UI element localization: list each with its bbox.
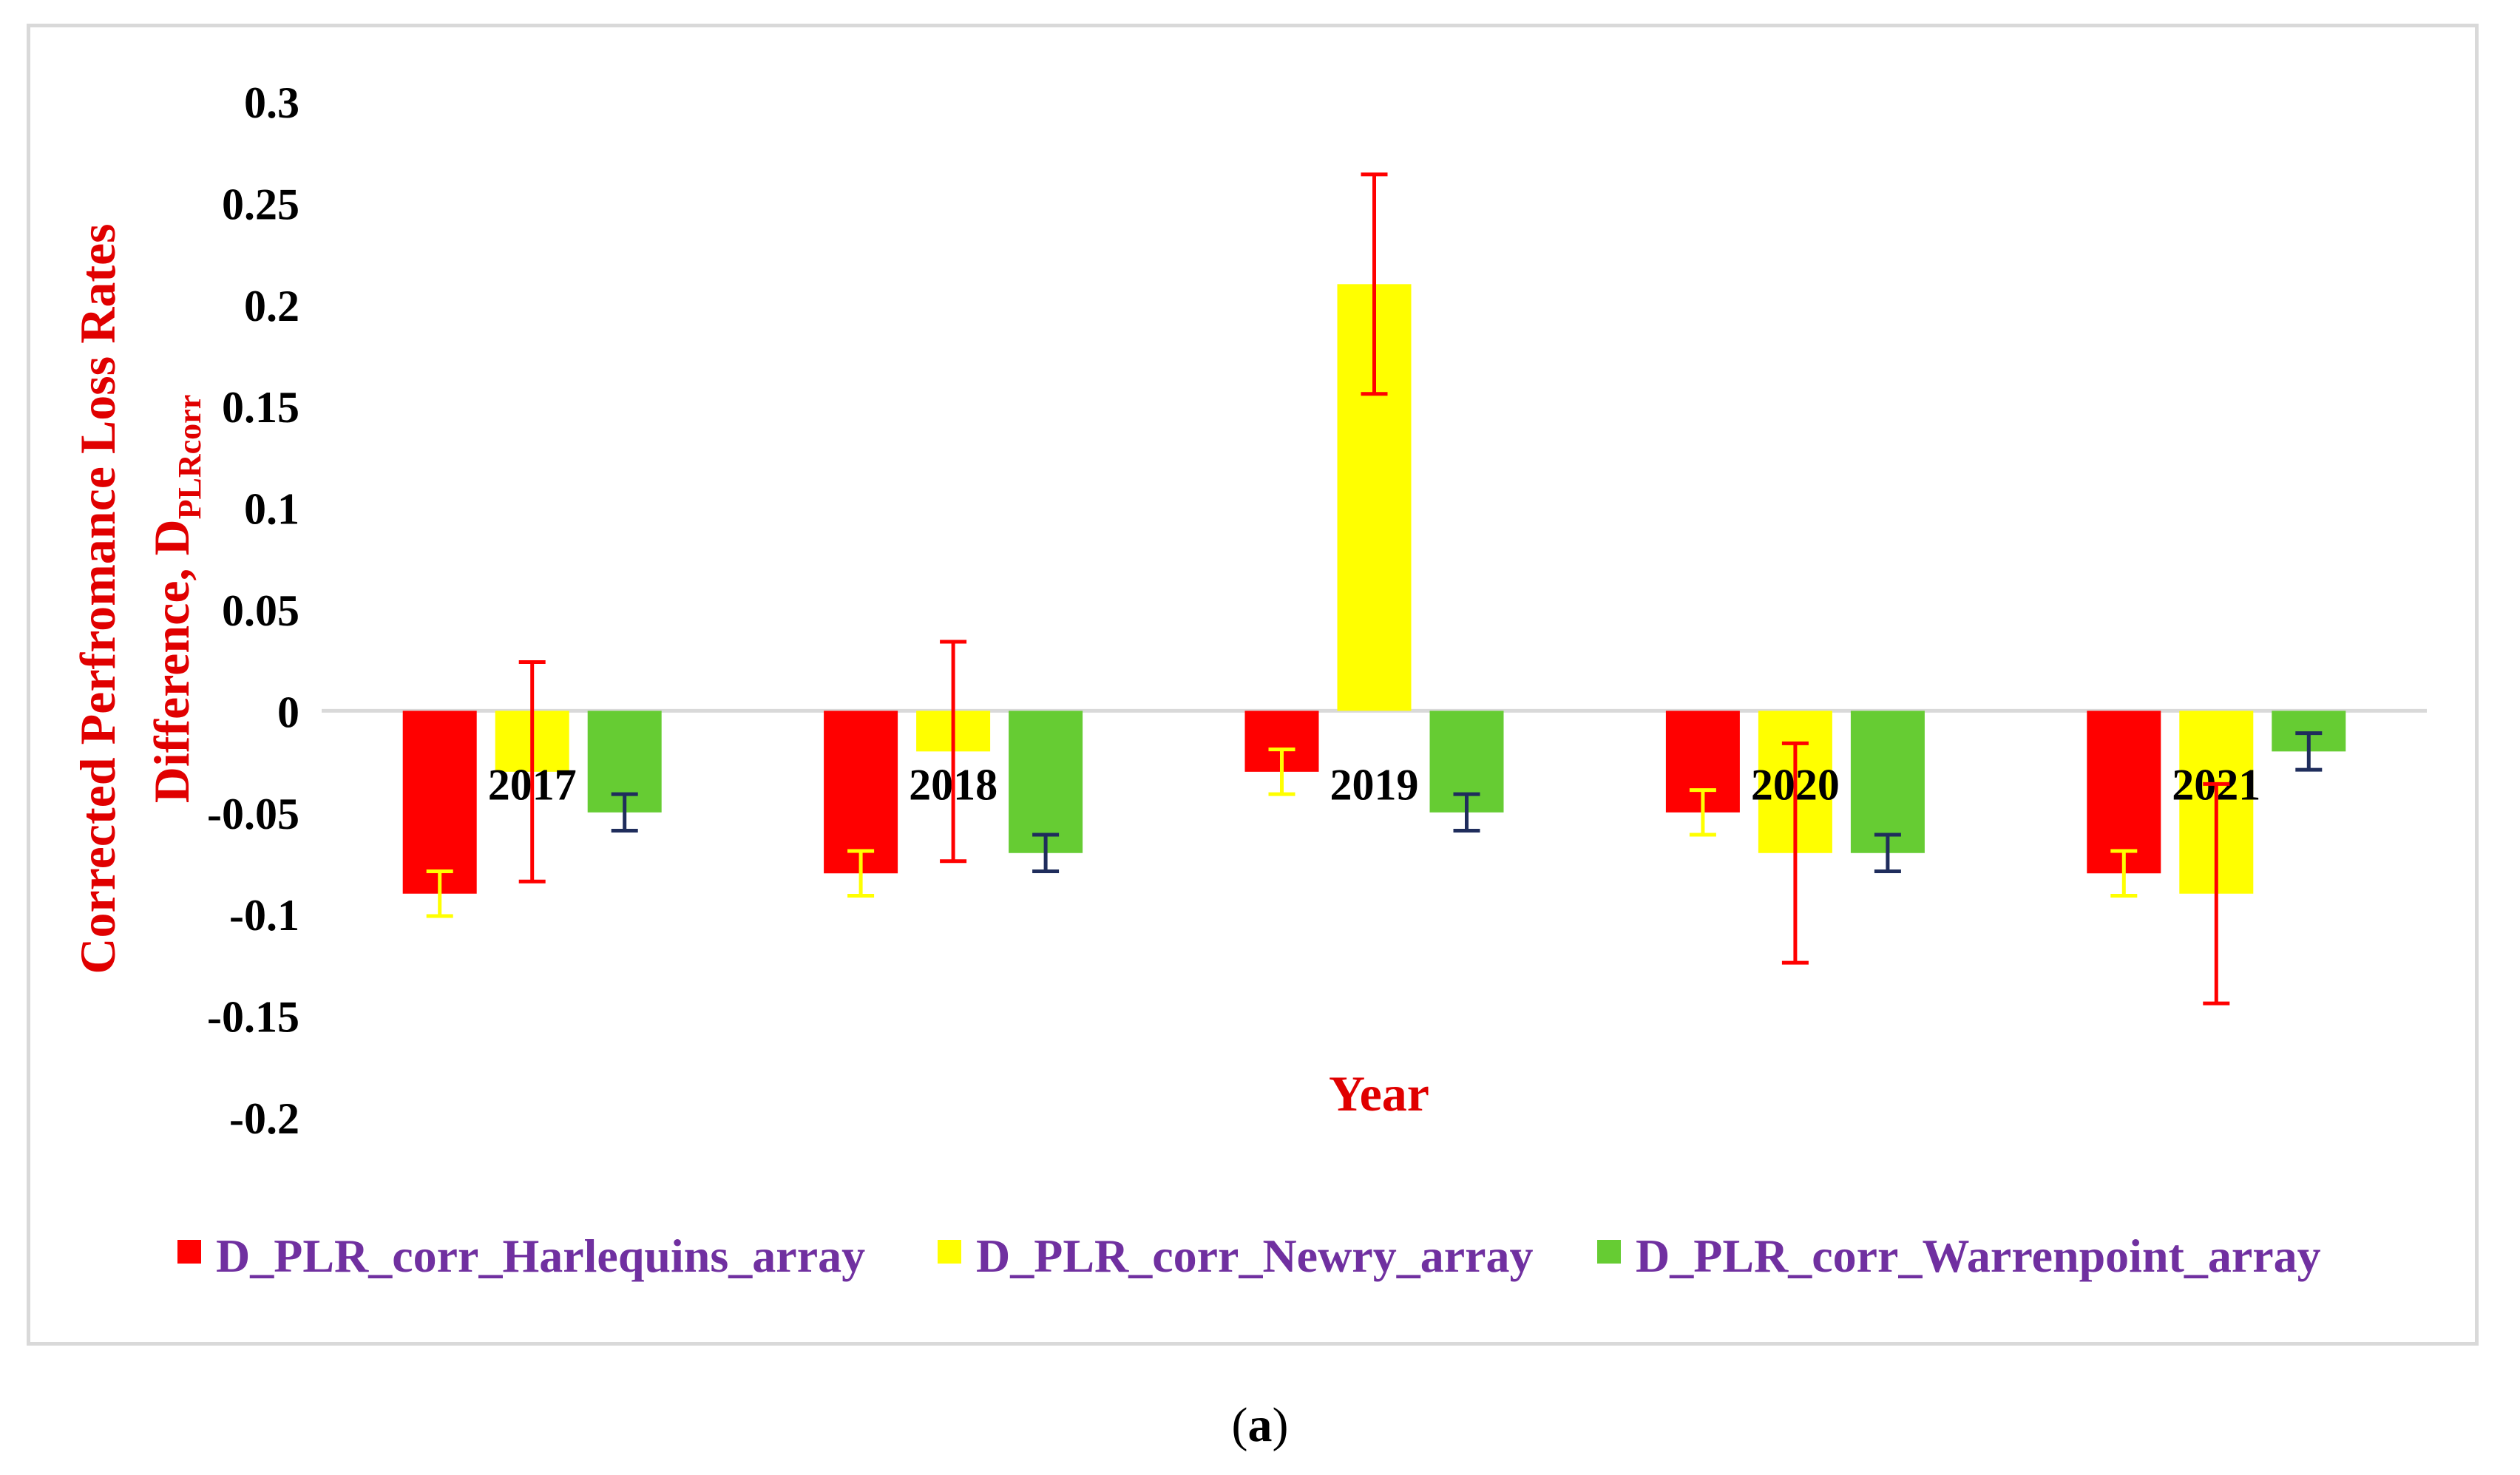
error-bar-0-2019 [1268, 747, 1295, 796]
y-tick-label-8: -0.1 [229, 891, 299, 940]
y-axis-title-line2: Difference, DPLRcorr [143, 395, 208, 804]
bar-2-2018 [1009, 711, 1083, 853]
bar-0-2017 [402, 711, 477, 894]
error-bar-2-2020 [1874, 833, 1901, 873]
error-bar-2-2019 [1453, 792, 1480, 833]
error-bar-1-2019 [1361, 172, 1388, 396]
error-bar-2-2021 [2295, 731, 2323, 772]
y-tick-label-7: -0.05 [207, 790, 299, 838]
legend-label-2: D_PLR_corr_Warrenpoint_array [1636, 1230, 2321, 1282]
bar-0-2018 [824, 711, 898, 874]
y-axis-title-line1: Corrected Perfromance Loss Rates [70, 223, 126, 974]
error-bar-1-2018 [940, 640, 967, 864]
y-tick-label-6: 0 [277, 688, 299, 736]
bar-2-2020 [1850, 711, 1925, 853]
x-category-label-2019: 2019 [1330, 760, 1419, 809]
y-tick-label-1: 0.25 [222, 180, 299, 228]
error-bar-1-2017 [518, 659, 546, 884]
x-axis-title: Year [1329, 1065, 1429, 1122]
chart-frame [27, 24, 2479, 1346]
legend-swatch-1 [938, 1240, 961, 1264]
error-bar-2-2017 [611, 792, 638, 833]
y-tick-label-4: 0.1 [244, 485, 299, 534]
error-bar-1-2020 [1781, 741, 1809, 965]
legend-swatch-2 [1597, 1240, 1621, 1264]
error-bar-0-2017 [426, 869, 453, 918]
y-tick-label-0: 0.3 [244, 78, 299, 127]
error-bar-0-2020 [1689, 788, 1716, 837]
legend-label-1: D_PLR_corr_Newry_array [976, 1230, 1534, 1282]
legend-swatch-0 [177, 1240, 201, 1264]
y-tick-label-5: 0.05 [222, 586, 299, 635]
error-bar-1-2021 [2203, 781, 2230, 1006]
y-tick-label-3: 0.15 [222, 383, 299, 432]
y-tick-label-9: -0.15 [207, 993, 299, 1042]
error-bar-0-2021 [2110, 849, 2138, 898]
bar-0-2021 [2087, 711, 2161, 874]
figure-caption: (a) [1231, 1398, 1289, 1452]
legend-label-0: D_PLR_corr_Harlequins_array [216, 1230, 865, 1282]
error-bar-0-2018 [847, 849, 875, 898]
error-bar-2-2018 [1032, 833, 1060, 873]
y-tick-label-2: 0.2 [244, 282, 299, 330]
y-tick-label-10: -0.2 [229, 1094, 299, 1143]
